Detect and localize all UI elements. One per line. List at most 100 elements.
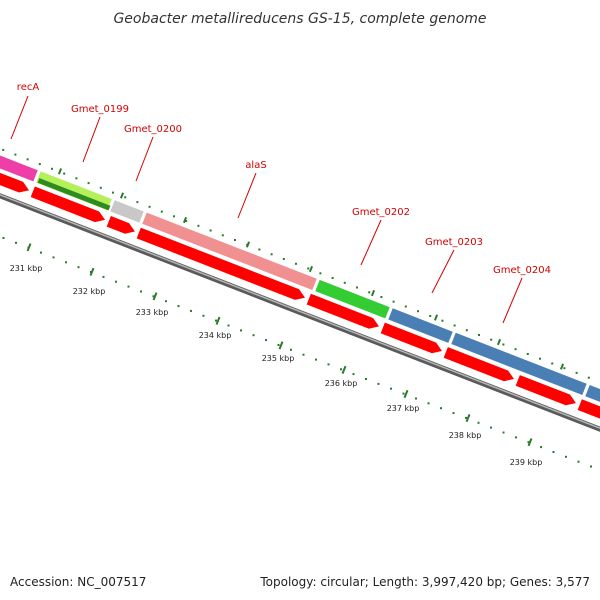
scale-tick-dot bbox=[452, 412, 455, 415]
scale-tick-dot bbox=[415, 397, 417, 400]
label-line-recA bbox=[10, 95, 29, 140]
label-line-Gmet_0202 bbox=[360, 219, 382, 266]
scale-tick-dot bbox=[240, 329, 242, 332]
cds-arrow-9 bbox=[576, 398, 600, 420]
scale-tick-dot bbox=[577, 460, 580, 463]
tick-label-237: 237 kbp bbox=[387, 404, 420, 413]
upper-tick-dot bbox=[453, 324, 456, 327]
cds-arrow-2 bbox=[29, 185, 107, 223]
scale-tick-dot bbox=[65, 261, 67, 264]
scale-major-tick-232 bbox=[89, 267, 95, 276]
scale-tick-dot bbox=[102, 275, 105, 278]
gene-feature-track bbox=[0, 155, 600, 402]
tick-label-238: 238 kbp bbox=[449, 431, 482, 440]
label-line-Gmet_0199 bbox=[82, 116, 101, 163]
label-line-alaS bbox=[237, 172, 257, 219]
upper-tick-dot bbox=[258, 248, 261, 251]
gene-feature-Gmet_0204 bbox=[585, 385, 600, 402]
tick-label-233: 233 kbp bbox=[136, 308, 169, 317]
scale-tick-dot bbox=[502, 431, 505, 434]
scale-tick-dot bbox=[15, 241, 17, 244]
upper-tick-dot bbox=[380, 296, 383, 298]
upper-tick-dot bbox=[173, 215, 175, 218]
upper-tick-dot bbox=[124, 196, 127, 199]
upper-tick-dot bbox=[319, 272, 322, 275]
label-line-Gmet_0204 bbox=[502, 277, 523, 324]
cds-arrow-6 bbox=[379, 321, 444, 354]
gene-label-Gmet_0204: Gmet_0204 bbox=[493, 265, 551, 276]
scale-tick-dot bbox=[177, 305, 180, 308]
upper-tick-dot bbox=[551, 362, 554, 365]
upper-tick-dot bbox=[2, 148, 5, 151]
label-line-Gmet_0200 bbox=[135, 136, 154, 182]
upper-tick-dot bbox=[14, 153, 17, 156]
upper-tick-row bbox=[2, 148, 590, 379]
scale-major-tick-234 bbox=[215, 316, 221, 325]
upper-tick-dot bbox=[563, 367, 566, 370]
upper-tick-dot bbox=[368, 291, 371, 294]
scale-tick-dot bbox=[565, 455, 567, 458]
upper-tick-dot bbox=[429, 315, 432, 317]
scale-tick-dot bbox=[252, 334, 255, 337]
upper-major-tick bbox=[496, 338, 502, 346]
scale-tick-dot bbox=[590, 465, 592, 468]
cds-arrow-5 bbox=[305, 293, 381, 330]
scale-tick-dot bbox=[552, 451, 555, 453]
upper-tick-dot bbox=[270, 253, 273, 256]
scale-tick-dot bbox=[115, 280, 117, 283]
gene-feature-alaS bbox=[142, 212, 317, 290]
upper-tick-dot bbox=[404, 305, 407, 308]
scale-major-tick-239 bbox=[527, 438, 533, 447]
upper-tick-dot bbox=[221, 234, 224, 237]
upper-tick-dot bbox=[478, 334, 480, 336]
scale-tick-dot bbox=[327, 363, 330, 366]
tick-label-232: 232 kbp bbox=[73, 287, 106, 296]
scale-tick-dot bbox=[465, 416, 467, 419]
scale-tick-dot bbox=[190, 309, 192, 312]
scale-tick-dot bbox=[515, 436, 517, 439]
upper-major-tick bbox=[433, 314, 439, 321]
upper-tick-dot bbox=[331, 277, 334, 279]
scale-tick-dot bbox=[377, 382, 380, 385]
tick-label-234: 234 kbp bbox=[199, 331, 232, 340]
scale-tick-dot bbox=[340, 368, 342, 371]
cds-arrow-8 bbox=[514, 374, 578, 406]
scale-tick-dot bbox=[302, 353, 305, 356]
upper-tick-dot bbox=[490, 338, 493, 341]
upper-tick-dot bbox=[417, 310, 419, 313]
scale-major-tick-231 bbox=[26, 243, 32, 252]
scale-tick-dot bbox=[152, 295, 155, 298]
scale-tick-dot bbox=[365, 378, 367, 380]
upper-tick-dot bbox=[465, 329, 468, 332]
upper-tick-dot bbox=[234, 239, 236, 241]
tick-label-235: 235 kbp bbox=[262, 354, 295, 363]
upper-tick-dot bbox=[197, 224, 200, 227]
cds-arrow-4 bbox=[135, 226, 307, 301]
upper-tick-dot bbox=[209, 229, 212, 232]
scale-tick-dot bbox=[427, 402, 430, 405]
scale-tick-dot bbox=[402, 392, 405, 395]
upper-tick-dot bbox=[51, 167, 53, 170]
upper-tick-dot bbox=[148, 205, 151, 208]
upper-major-tick bbox=[182, 216, 188, 224]
gene-feature-recA bbox=[0, 155, 38, 182]
accession-text: Accession: NC_007517 bbox=[10, 575, 146, 589]
upper-tick-dot bbox=[502, 343, 505, 346]
cds-arrow-7 bbox=[442, 346, 516, 382]
upper-major-tick bbox=[57, 168, 63, 175]
scale-major-tick-237 bbox=[403, 389, 409, 399]
gene-feature-Gmet_0203 bbox=[388, 308, 453, 343]
cds-arrow-3 bbox=[105, 215, 137, 235]
scale-major-tick-233 bbox=[152, 292, 158, 301]
upper-tick-dot bbox=[514, 348, 517, 351]
upper-tick-dot bbox=[38, 163, 41, 166]
gene-feature-Gmet_0204 bbox=[451, 332, 587, 395]
scale-tick-dot bbox=[490, 426, 492, 429]
upper-tick-dot bbox=[112, 191, 114, 194]
gene-label-alaS: alaS bbox=[245, 160, 266, 171]
gene-feature-Gmet_0202 bbox=[315, 279, 390, 319]
upper-tick-dot bbox=[587, 376, 590, 379]
scale-tick-dot bbox=[540, 446, 542, 449]
tick-label-236: 236 kbp bbox=[325, 379, 358, 388]
gene-label-Gmet_0202: Gmet_0202 bbox=[352, 207, 410, 218]
